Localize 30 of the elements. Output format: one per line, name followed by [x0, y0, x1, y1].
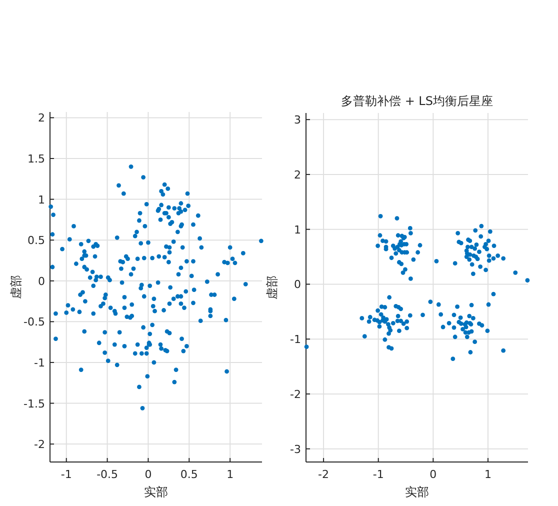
x-tick-label: 1: [484, 468, 492, 481]
y-tick-label: 0.5: [28, 234, 45, 248]
y-tick-label: -1: [34, 356, 45, 370]
y-tick-label: -1.5: [24, 397, 45, 410]
x-tick-label: -2: [318, 468, 330, 481]
y-tick-label: -1: [290, 333, 301, 346]
y-tick-label: 2: [38, 112, 45, 125]
x-tick-label: 1: [226, 468, 234, 481]
y-tick-label: 0: [38, 274, 45, 288]
x-tick-label: 0: [430, 468, 437, 481]
chart-title: 多普勒补偿 + LS均衡后星座: [341, 94, 493, 108]
x-axis-title: 实部: [144, 485, 168, 499]
y-tick-label: -0.5: [24, 316, 45, 329]
y-tick-label: 0: [294, 278, 301, 292]
x-axis-title: 实部: [405, 485, 429, 499]
y-axis-title: 虚部: [9, 275, 23, 299]
y-tick-label: 3: [294, 114, 301, 127]
y-tick-label: 1: [294, 223, 301, 236]
y-tick-label: 2: [294, 168, 301, 182]
y-tick-label: -2: [34, 438, 45, 452]
y-tick-label: 1: [38, 193, 45, 206]
y-axis-title: 虚部: [265, 276, 279, 300]
x-tick-label: -1: [372, 468, 384, 481]
y-tick-label: -2: [290, 388, 301, 401]
x-tick-label: -1: [60, 468, 72, 481]
x-tick-label: 0: [144, 468, 152, 481]
x-tick-label: -0.5: [96, 468, 118, 481]
y-tick-label: 1.5: [28, 152, 45, 166]
y-tick-label: -3: [290, 442, 301, 456]
x-tick-label: 0.5: [180, 468, 198, 481]
